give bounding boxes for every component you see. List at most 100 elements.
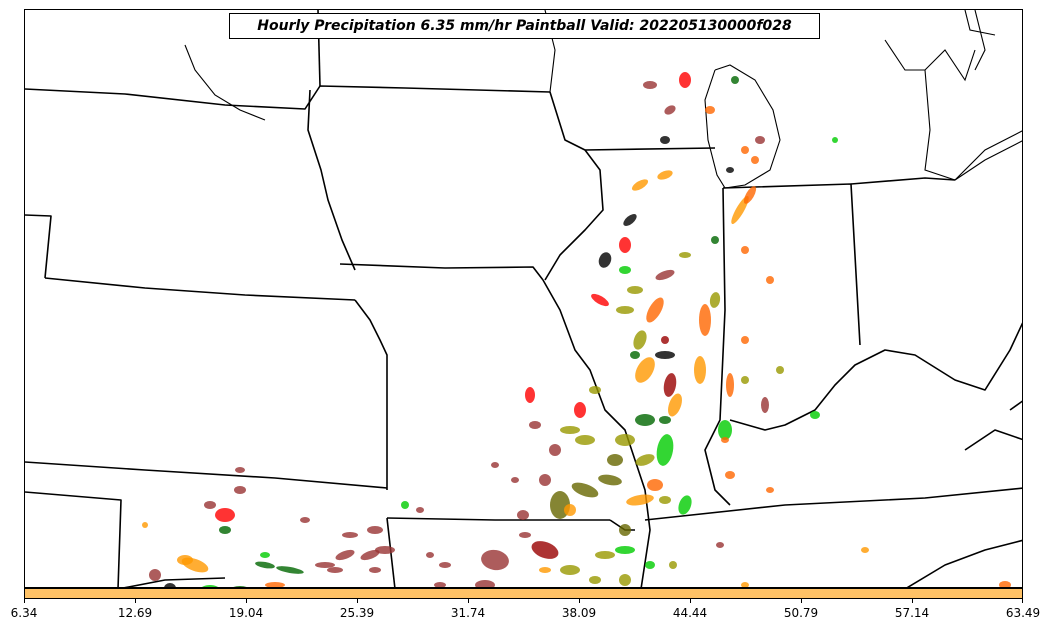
precip-blob [679, 72, 691, 88]
precip-blob [202, 585, 218, 587]
precip-blob [633, 330, 647, 350]
colorbar-tick-label: 19.04 [228, 606, 264, 620]
precip-blob [255, 561, 275, 569]
precip-blob [525, 387, 535, 403]
precip-blob [367, 526, 383, 534]
precip-blob [619, 524, 631, 536]
precip-blob [631, 179, 649, 191]
precip-blob [575, 435, 595, 445]
colorbar-tick-label: 57.14 [894, 606, 930, 620]
precip-blob [725, 471, 735, 479]
precip-blob [635, 454, 655, 466]
map-title: Hourly Precipitation 6.35 mm/hr Paintbal… [229, 13, 820, 39]
colorbar-tick [912, 599, 913, 603]
precip-blob [776, 366, 784, 374]
colorbar-tick-label: 25.39 [339, 606, 375, 620]
precip-blob [619, 237, 631, 253]
precip-blob [426, 552, 434, 558]
colorbar-tick-label: 50.79 [783, 606, 819, 620]
precip-blob [669, 561, 677, 569]
colorbar-tick [357, 599, 358, 603]
precip-blob [360, 549, 380, 561]
precip-blob [439, 562, 451, 568]
precip-blob [659, 496, 671, 504]
precip-blob [571, 482, 599, 498]
precip-blob [300, 517, 310, 523]
precip-blob [315, 562, 335, 568]
precip-blob [607, 454, 623, 466]
precip-blob [716, 542, 724, 548]
precip-blob [655, 351, 675, 359]
precip-blob [660, 136, 670, 144]
precip-blob [731, 76, 739, 84]
precip-blob [678, 495, 692, 515]
precip-blob [335, 549, 355, 561]
precip-blob [663, 373, 677, 397]
precip-blob [741, 376, 749, 384]
precip-blob [619, 574, 631, 586]
precip-blob [531, 541, 559, 559]
precip-blob [711, 236, 719, 244]
precip-blob [832, 137, 838, 143]
precip-blob [511, 477, 519, 483]
precip-blob [694, 356, 706, 384]
precip-blob [598, 474, 622, 486]
precip-blob [761, 397, 769, 413]
precip-blob [142, 522, 148, 528]
precip-blob [741, 146, 749, 154]
precip-blob [574, 402, 586, 418]
precip-blob [539, 474, 551, 486]
colorbar-tick [1022, 599, 1023, 603]
colorbar-tick [468, 599, 469, 603]
precip-blob [519, 532, 531, 538]
precip-blob [369, 567, 381, 573]
precip-blob [661, 336, 669, 344]
precip-blob [699, 304, 711, 336]
precip-blob [475, 580, 495, 587]
precip-blob [755, 136, 765, 144]
precip-blob [647, 479, 663, 491]
precip-blob [560, 426, 580, 434]
precip-blob [646, 297, 664, 323]
precip-blob [743, 186, 757, 204]
state-boundaries [25, 10, 1022, 587]
colorbar-tick-label: 31.74 [450, 606, 486, 620]
precip-blob [598, 252, 612, 268]
precip-blob [589, 576, 601, 584]
precip-blob [149, 569, 161, 581]
precip-blob [589, 386, 601, 394]
precip-blob [741, 246, 749, 254]
precip-blob [721, 437, 729, 443]
precip-blob [718, 420, 732, 440]
colorbar [24, 588, 1023, 599]
precip-blob [481, 549, 509, 571]
precip-blob [741, 582, 749, 587]
precip-blob [265, 582, 285, 587]
colorbar-tick [135, 599, 136, 603]
precip-blob [219, 526, 231, 534]
precip-blob [375, 546, 395, 554]
precip-blob [726, 167, 734, 173]
colorbar-tick [246, 599, 247, 603]
precip-blob [549, 444, 561, 456]
precip-blob [615, 546, 635, 554]
colorbar-tick-label: 6.34 [10, 606, 38, 620]
precip-blob [655, 269, 675, 281]
precip-blob [999, 581, 1011, 587]
precip-blob [560, 565, 580, 575]
precip-blob [233, 586, 247, 587]
precip-blob [766, 487, 774, 493]
colorbar-tick-label: 38.09 [561, 606, 597, 620]
precip-blob [643, 81, 657, 89]
precip-blob [751, 156, 759, 164]
precip-blob [529, 421, 541, 429]
precip-blob [645, 561, 655, 569]
colorbar-tick-label: 44.44 [672, 606, 708, 620]
precip-blob [810, 411, 820, 419]
precip-blob [434, 582, 446, 587]
precip-blob [215, 508, 235, 522]
precip-blob [705, 106, 715, 114]
colorbar-tick [24, 599, 25, 603]
precip-blob [234, 486, 246, 494]
precip-blob [595, 551, 615, 559]
